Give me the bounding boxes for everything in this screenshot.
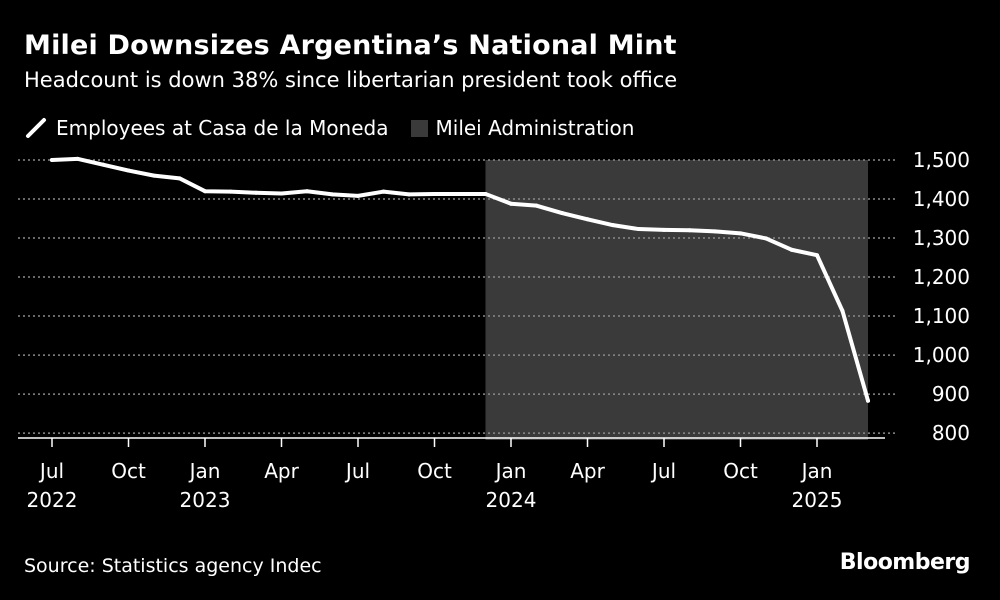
legend-item-administration: Milei Administration — [410, 116, 635, 140]
x-tick-label-2024-07: Jul — [650, 459, 676, 483]
data-point-2025-01 — [815, 253, 819, 258]
data-point-2025-03 — [866, 398, 870, 403]
x-tick-label-2025-01: Jan — [800, 459, 833, 483]
data-point-2024-04 — [585, 217, 590, 222]
data-point-2024-06 — [636, 227, 641, 232]
data-point-2023-09 — [407, 192, 411, 197]
legend-item-employees: Employees at Casa de la Moneda — [24, 116, 389, 140]
data-point-2023-03 — [254, 190, 258, 195]
y-tick-label-800: 800 — [932, 421, 970, 445]
chart-legend: Employees at Casa de la Moneda Milei Adm… — [24, 114, 656, 142]
x-tick-label-2022-07: Jul — [38, 459, 64, 483]
data-point-2023-07 — [356, 193, 360, 198]
data-point-2024-12 — [789, 247, 794, 252]
data-point-2024-09 — [713, 229, 717, 234]
y-tick-label-1100: 1,100 — [913, 304, 970, 328]
shaded-region-milei-administration — [485, 160, 868, 440]
y-tick-label-900: 900 — [932, 382, 970, 406]
x-tick-label-2022-10: Oct — [111, 459, 146, 483]
data-point-2022-10 — [126, 168, 131, 173]
chart-subtitle: Headcount is down 38% since libertarian … — [24, 68, 678, 92]
y-tick-label-1000: 1,000 — [913, 343, 970, 367]
x-tick-label-2023-04: Apr — [264, 459, 299, 483]
line-series-icon — [26, 118, 46, 138]
data-point-2023-10 — [432, 191, 437, 196]
x-tick-label-2023-07: Jul — [344, 459, 370, 483]
x-year-label-2022: 2022 — [27, 488, 78, 512]
bloomberg-logo: Bloomberg — [839, 550, 971, 575]
x-year-label-2023: 2023 — [180, 488, 231, 512]
data-point-2022-08 — [75, 156, 80, 161]
data-point-2023-01 — [203, 189, 207, 194]
data-point-2023-04 — [279, 191, 284, 196]
data-point-2024-03 — [560, 211, 564, 216]
x-year-label-2025: 2025 — [792, 488, 843, 512]
data-point-2024-02 — [534, 203, 539, 208]
data-point-2023-05 — [305, 189, 309, 194]
x-tick-label-2023-01: Jan — [188, 459, 221, 483]
chart-title: Milei Downsizes Argentina’s National Min… — [24, 30, 677, 61]
data-point-2023-12 — [483, 191, 488, 196]
data-point-2024-05 — [611, 223, 615, 228]
data-point-2023-02 — [228, 189, 233, 194]
y-tick-label-1400: 1,400 — [913, 187, 970, 211]
data-point-2024-11 — [764, 236, 768, 241]
data-point-2024-01 — [509, 201, 513, 206]
data-point-2023-08 — [381, 189, 386, 194]
data-point-2023-11 — [458, 191, 462, 196]
data-point-2023-06 — [330, 192, 335, 197]
y-tick-label-1500: 1,500 — [913, 148, 970, 172]
data-point-2025-02 — [840, 308, 845, 313]
x-tick-label-2023-10: Oct — [417, 459, 452, 483]
legend-label-administration: Milei Administration — [435, 116, 635, 140]
x-tick-label-2024-10: Oct — [723, 459, 758, 483]
x-year-label-2024: 2024 — [486, 488, 537, 512]
data-point-2022-09 — [101, 162, 105, 167]
y-tick-label-1200: 1,200 — [913, 265, 970, 289]
source-note: Source: Statistics agency Indec — [24, 555, 322, 577]
data-point-2022-11 — [152, 173, 156, 178]
shaded-box-icon — [410, 119, 428, 137]
data-point-2022-12 — [177, 176, 182, 181]
x-tick-label-2024-01: Jan — [494, 459, 527, 483]
data-point-2024-10 — [738, 231, 743, 236]
y-tick-label-1300: 1,300 — [913, 226, 970, 250]
legend-label-employees: Employees at Casa de la Moneda — [56, 116, 389, 140]
data-point-2024-08 — [687, 228, 692, 233]
data-point-2022-07 — [50, 158, 54, 162]
data-point-2024-07 — [662, 227, 666, 232]
x-tick-label-2024-04: Apr — [570, 459, 605, 483]
